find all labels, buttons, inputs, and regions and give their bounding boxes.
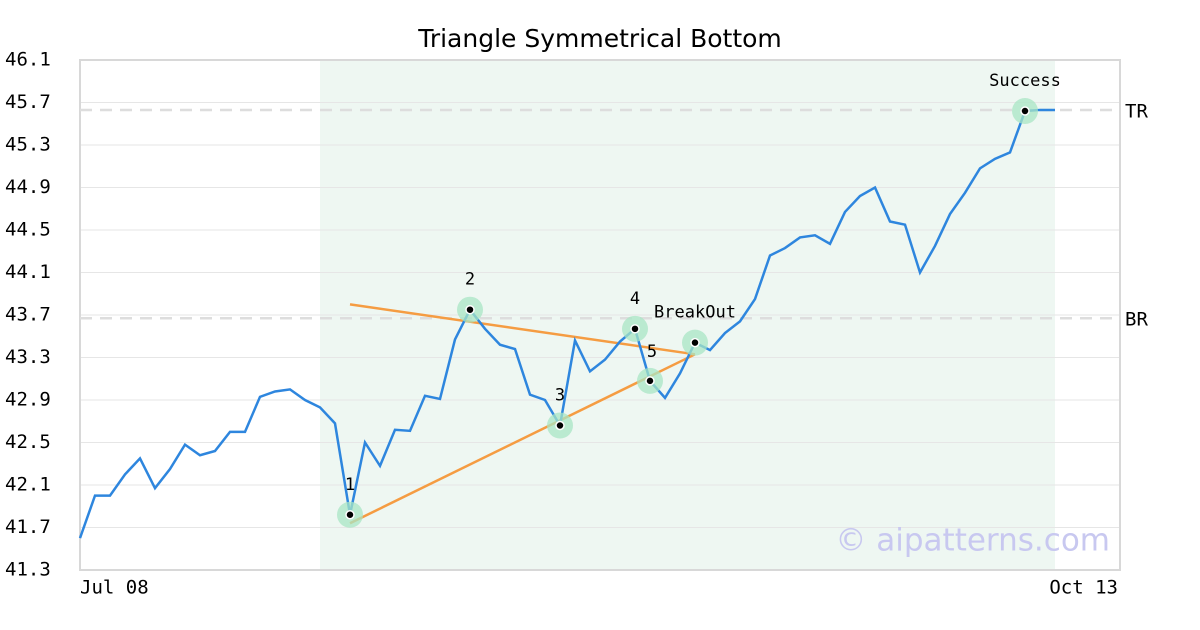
y-tick-label: 45.3 xyxy=(5,134,51,156)
watermark: © aipatterns.com xyxy=(835,523,1110,559)
point-label: 3 xyxy=(555,386,565,406)
point-dot xyxy=(630,324,640,334)
y-tick-label: 42.1 xyxy=(5,474,51,496)
point-label: 5 xyxy=(647,342,657,362)
y-tick-label: 41.7 xyxy=(5,516,51,538)
y-tick-label: 45.7 xyxy=(5,91,51,113)
y-tick-label: 44.5 xyxy=(5,219,51,241)
y-tick-label: 44.9 xyxy=(5,176,51,198)
point-dot xyxy=(690,337,700,348)
x-tick-label: Oct 13 xyxy=(1049,577,1118,599)
y-tick-label: 42.9 xyxy=(5,389,51,411)
trendline xyxy=(349,303,696,356)
point-dot xyxy=(465,304,475,315)
level-label: BR xyxy=(1125,309,1148,331)
point-label: BreakOut xyxy=(654,303,736,323)
y-tick-label: 43.3 xyxy=(5,346,51,368)
y-tick-label: 43.7 xyxy=(5,304,51,326)
y-tick-label: 46.1 xyxy=(5,49,51,71)
point-dot xyxy=(555,420,565,431)
plot-frame xyxy=(79,59,1121,571)
y-tick-label: 41.3 xyxy=(5,559,51,581)
point-label: 2 xyxy=(465,270,475,290)
level-label: TR xyxy=(1125,100,1148,122)
chart-title: Triangle Symmetrical Bottom xyxy=(417,24,782,53)
y-tick-label: 42.5 xyxy=(5,431,51,453)
y-tick-label: 44.1 xyxy=(5,261,51,283)
x-tick-label: Jul 08 xyxy=(80,577,149,599)
point-label: 4 xyxy=(630,289,640,309)
point-dot xyxy=(1020,106,1030,116)
price-line xyxy=(78,108,1055,539)
point-dot xyxy=(345,510,355,520)
point-label: 1 xyxy=(345,475,355,495)
point-dot xyxy=(645,376,655,386)
point-label: Success xyxy=(989,71,1061,91)
